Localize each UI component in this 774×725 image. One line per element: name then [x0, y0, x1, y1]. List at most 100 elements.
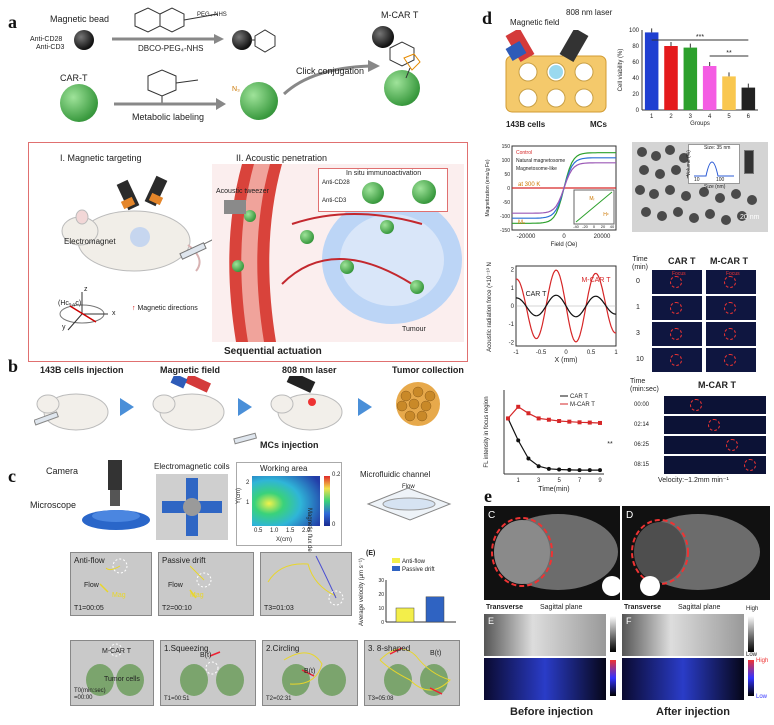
dist-xtick-1: 100: [716, 177, 725, 183]
arf-ytick-label: 0: [511, 304, 515, 310]
acoustic-force-chart: -1 -0.5 0 0.5 1 2 1 0 -1 -2 X (mm) Acoustic radiati…: [486, 262, 618, 364]
axes-icon: [59, 292, 108, 331]
track-time-label: 06:25: [634, 442, 650, 448]
fl-legend-mcart: M-CAR T: [570, 402, 595, 408]
fl-point: [577, 468, 582, 473]
sequential-actuation-label: Sequential actuation: [224, 346, 322, 357]
track-time-label: 08:15: [634, 462, 650, 468]
dist-title: Size: 35 nm: [704, 145, 731, 151]
arf-label-cart: CAR T: [526, 291, 548, 298]
microfluidic-flow: Flow: [402, 484, 415, 490]
dist-ylabel: Volume (%): [686, 150, 692, 176]
fl-point: [567, 419, 572, 424]
fl-point: [567, 467, 572, 472]
focus-time-label: 10: [636, 356, 644, 363]
vel-legend-swatch-anti: [392, 558, 400, 563]
frame2-time-0: T0(min:sec) =00:00: [74, 688, 106, 701]
d-laser: 808 nm laser: [566, 8, 613, 17]
fl-xlabel: Time(min): [538, 486, 569, 493]
viab-ytick-label: 0: [636, 108, 640, 114]
fl-point: [577, 420, 582, 425]
peg-nhs-label: PEG₄-NHS: [197, 12, 227, 18]
arf-ytick-label: -2: [509, 340, 515, 346]
e-gray-after: [622, 614, 744, 656]
inset-cell-b: [412, 180, 436, 204]
viab-ytick-label: 40: [632, 76, 639, 82]
frame2-time-3: T3=05:08: [368, 696, 394, 702]
focus-circle: [724, 328, 736, 340]
arrow-b2: [238, 398, 252, 416]
mag-legend-natural: Natural magnetosome: [516, 158, 565, 164]
frame1-passive-drift: [158, 552, 254, 616]
fl-point: [587, 420, 592, 425]
e-blue-after: [622, 658, 744, 700]
heat-xlabel: X(cm): [276, 537, 292, 543]
low-2: Low: [756, 694, 768, 700]
mag-ytick-label: 100: [502, 158, 511, 164]
working-area-box: [236, 462, 342, 546]
viab-bar: [702, 66, 717, 110]
mag-ytick-label: 150: [502, 144, 511, 150]
mag-hc: Hᶜ: [603, 212, 609, 218]
mri-c-label: C: [488, 510, 496, 521]
frame1-t3: [260, 552, 352, 616]
mag-ytick-label: 50: [504, 172, 510, 178]
microscope-label: Microscope: [30, 500, 77, 510]
focus-time-label: 3: [636, 330, 640, 337]
flux-colorbar: [324, 476, 330, 526]
e-sagittal-2: Sagittal plane: [678, 604, 721, 611]
frame2-title-1: 1.Squeezing: [164, 644, 209, 653]
dbco-structure: [134, 7, 219, 33]
mag-temp: at 300 K: [518, 182, 540, 188]
arrow-metabolic: [114, 98, 226, 110]
green-cell-3: [300, 230, 314, 244]
click-label: Click conjugation: [296, 66, 365, 76]
magnetic-directions-label: ↑ Magnetic directions: [132, 305, 198, 312]
mag-inset-tick: 20: [601, 224, 606, 229]
viab-xlabel: Groups: [690, 121, 710, 127]
arrow-b3: [358, 398, 372, 416]
axis-z-label: z: [84, 286, 88, 293]
mag-legend-like: Magnetosome-like: [516, 166, 557, 172]
velocity-label: Velocity:~1.2mm min⁻¹: [658, 477, 729, 484]
mouse-illustration: [61, 175, 201, 272]
fl-xtick-label: 7: [578, 478, 582, 484]
mouse-step3: [270, 376, 343, 431]
fl-point: [557, 467, 562, 472]
e-chart-label: (E): [366, 550, 376, 557]
coils-illustration: [156, 474, 228, 540]
velocity-bar-chart: 30 20 10 0 Anti-flow Passive drift: [378, 558, 456, 626]
d-mcs: MCs: [590, 120, 607, 129]
mag-word-1: Mag: [190, 592, 204, 599]
panel-label-b: b: [8, 356, 19, 376]
fl-series-1: [507, 406, 601, 424]
mag-ylabel: Magnetization (emu/g Fe): [485, 159, 491, 216]
mcs-injection-label: MCs injection: [260, 440, 319, 450]
camera-label: Camera: [46, 466, 79, 476]
vial-icon: [744, 150, 754, 174]
focus-circle: [724, 276, 736, 288]
fl-xtick-label: 1: [517, 478, 521, 484]
cb-top: 0.2: [332, 472, 341, 478]
viab-ytick-label: 80: [632, 44, 639, 50]
magnetic-targeting-title: I. Magnetic targeting: [60, 153, 142, 163]
arf-xtick-label: 0: [564, 350, 568, 356]
focus-word: Focus: [672, 271, 686, 277]
acoustic-penetration-title: II. Acoustic penetration: [236, 153, 328, 163]
green-cell-5: [380, 220, 394, 234]
acoustic-tweezer-icon: [224, 200, 246, 214]
focus-circle: [670, 328, 682, 340]
blood-vessel: [229, 164, 462, 342]
anti-cd28-inset: Anti-CD28: [322, 180, 350, 186]
fl-ylabel: FL intensity in focus region: [484, 396, 490, 467]
mcart-bead: [372, 26, 394, 48]
fl-point: [546, 466, 551, 471]
before-injection-label: Before injection: [510, 706, 594, 718]
fl-point: [536, 416, 541, 421]
fl-xtick-label: 9: [598, 478, 602, 484]
heat-ytick-1: 1: [246, 500, 250, 506]
fl-series-0: [507, 418, 600, 471]
anti-cd28-label: Anti-CD28: [30, 36, 63, 43]
track-time-label: 00:00: [634, 402, 650, 408]
col-mcart: M-CAR T: [710, 256, 748, 266]
